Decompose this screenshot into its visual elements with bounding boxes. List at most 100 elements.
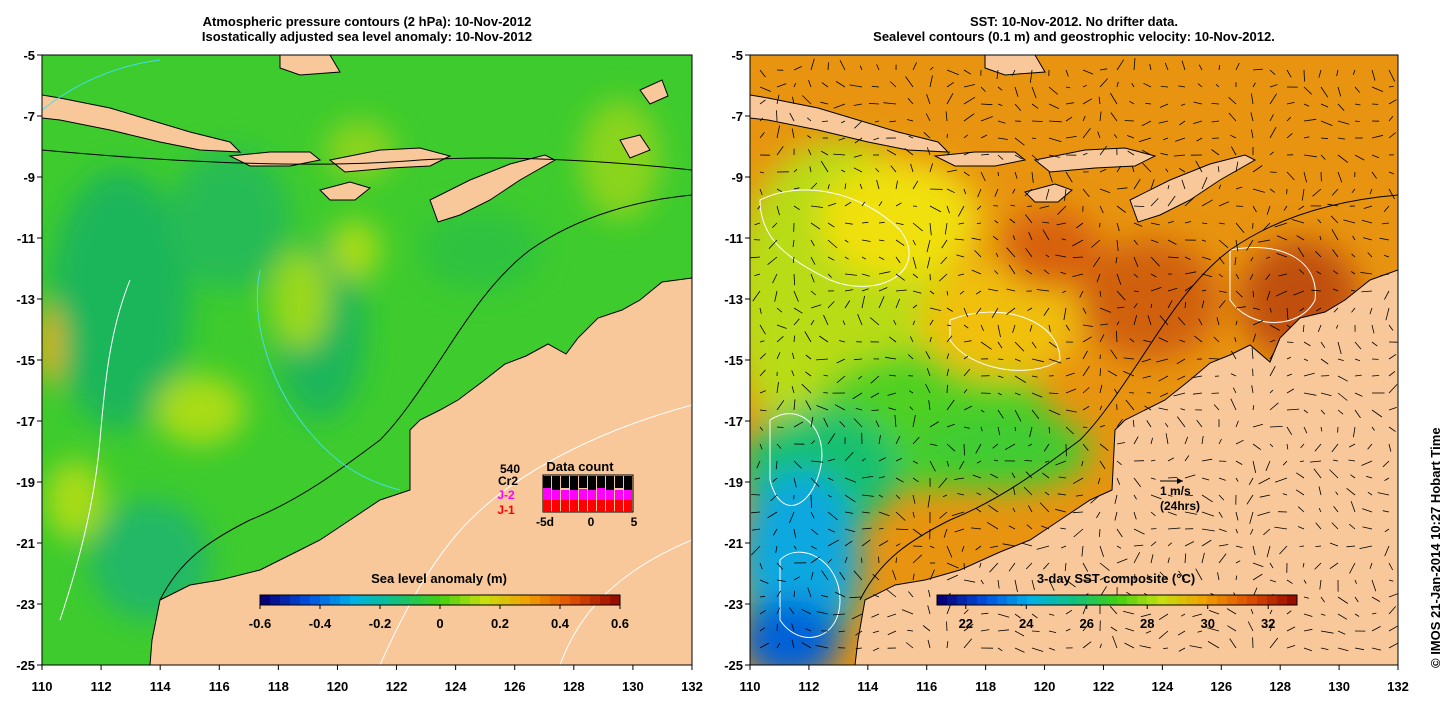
velocity-arrow — [875, 168, 880, 173]
left-colorbar-tick-label: -0.2 — [369, 616, 391, 631]
velocity-arrow — [980, 134, 988, 139]
velocity-arrow — [1048, 154, 1060, 158]
velocity-arrow — [1302, 562, 1305, 568]
velocity-arrow — [754, 273, 761, 277]
velocity-arrow — [1082, 641, 1092, 649]
velocity-arrow — [1011, 69, 1016, 76]
right-map-title: SST: 10-Nov-2012. No drifter data. Seale… — [750, 14, 1398, 44]
velocity-arrow — [994, 220, 999, 224]
left-colorbar-segment — [380, 595, 391, 605]
velocity-arrow — [927, 605, 931, 615]
left-colorbar-segment — [460, 595, 471, 605]
velocity-arrow — [895, 273, 905, 281]
velocity-arrow — [1096, 273, 1101, 283]
velocity-arrow — [872, 647, 880, 652]
velocity-arrow — [833, 103, 846, 109]
velocity-arrow — [1057, 493, 1067, 496]
velocity-arrow — [1388, 407, 1397, 411]
velocity-arrow — [750, 256, 761, 259]
velocity-arrow — [1014, 358, 1021, 362]
velocity-arrow — [1014, 392, 1021, 396]
velocity-arrow — [759, 390, 766, 394]
velocity-arrow — [878, 528, 884, 530]
velocity-arrow — [1048, 137, 1062, 143]
velocity-arrow — [1173, 392, 1186, 397]
velocity-arrow — [859, 65, 863, 71]
velocity-arrow — [1116, 460, 1122, 466]
velocity-arrow — [912, 436, 920, 445]
velocity-arrow — [963, 84, 975, 88]
velocity-arrow — [1144, 405, 1152, 411]
velocity-arrow — [1176, 416, 1186, 428]
velocity-arrow — [1107, 370, 1118, 377]
left-colorbar-segment — [410, 595, 421, 605]
velocity-arrow — [957, 493, 965, 496]
sat-label-cr2: Cr2 — [498, 474, 518, 488]
velocity-arrow — [776, 382, 779, 394]
velocity-arrow — [810, 304, 822, 309]
velocity-arrow — [1388, 69, 1396, 82]
right-colorbar-segment — [1157, 595, 1168, 605]
velocity-arrow — [1162, 137, 1169, 141]
data-count-bar-j1 — [615, 500, 623, 512]
velocity-arrow — [816, 405, 829, 411]
data-count-bar-j2 — [597, 488, 605, 500]
velocity-arrow — [1371, 324, 1375, 334]
velocity-arrow — [1230, 134, 1237, 139]
velocity-arrow — [816, 611, 829, 615]
velocity-arrow — [1361, 290, 1373, 293]
velocity-arrow — [1371, 626, 1381, 632]
data-count-bar-j1 — [588, 500, 596, 512]
velocity-arrow — [844, 239, 849, 243]
velocity-arrow — [1320, 103, 1329, 108]
velocity-arrow — [1371, 579, 1377, 592]
velocity-arrow — [1055, 254, 1067, 258]
velocity-arrow — [979, 562, 982, 568]
velocity-arrow — [1252, 188, 1265, 193]
velocity-arrow — [1031, 392, 1043, 398]
velocity-arrow — [1320, 137, 1328, 140]
velocity-arrow — [1197, 83, 1203, 88]
left-x-tick-label: 118 — [268, 679, 289, 694]
velocity-arrow — [1116, 558, 1128, 564]
velocity-arrow — [1014, 409, 1022, 422]
left-y-tick-label: -5 — [23, 48, 35, 63]
velocity-arrow — [1371, 134, 1384, 139]
velocity-arrow — [793, 399, 796, 411]
velocity-arrow — [1082, 406, 1090, 411]
velocity-arrow — [1388, 384, 1398, 394]
velocity-arrow — [1073, 528, 1084, 538]
velocity-arrow — [1024, 460, 1033, 462]
velocity-arrow — [1184, 436, 1189, 445]
velocity-arrow — [844, 256, 849, 260]
velocity-arrow — [1031, 171, 1034, 183]
velocity-arrow — [752, 290, 761, 302]
left-colorbar-segment — [360, 595, 371, 605]
velocity-arrow — [1009, 218, 1016, 224]
pressure-contour-3 — [42, 59, 161, 111]
velocity-arrow — [1146, 574, 1152, 581]
velocity-arrow — [1286, 324, 1291, 328]
velocity-arrow — [992, 443, 999, 449]
velocity-arrow — [885, 588, 897, 598]
velocity-arrow — [759, 69, 766, 78]
velocity-arrow — [1354, 613, 1360, 617]
velocity-arrow — [994, 188, 999, 197]
velocity-arrow — [858, 375, 863, 380]
velocity-arrow — [1329, 542, 1339, 547]
velocity-arrow — [1160, 86, 1169, 88]
velocity-arrow — [976, 205, 982, 210]
velocity-arrow — [1257, 511, 1271, 516]
velocity-arrow — [1361, 219, 1373, 224]
velocity-arrow — [793, 318, 800, 326]
velocity-arrow — [768, 239, 778, 249]
velocity-arrow — [810, 290, 817, 296]
velocity-arrow — [1025, 562, 1033, 570]
velocity-arrow — [1197, 630, 1203, 633]
velocity-arrow — [1065, 116, 1073, 122]
velocity-arrow — [1048, 358, 1062, 364]
velocity-arrow — [991, 307, 999, 319]
velocity-arrow — [946, 368, 949, 377]
velocity-arrow — [1337, 613, 1348, 620]
velocity-arrow — [939, 511, 948, 519]
